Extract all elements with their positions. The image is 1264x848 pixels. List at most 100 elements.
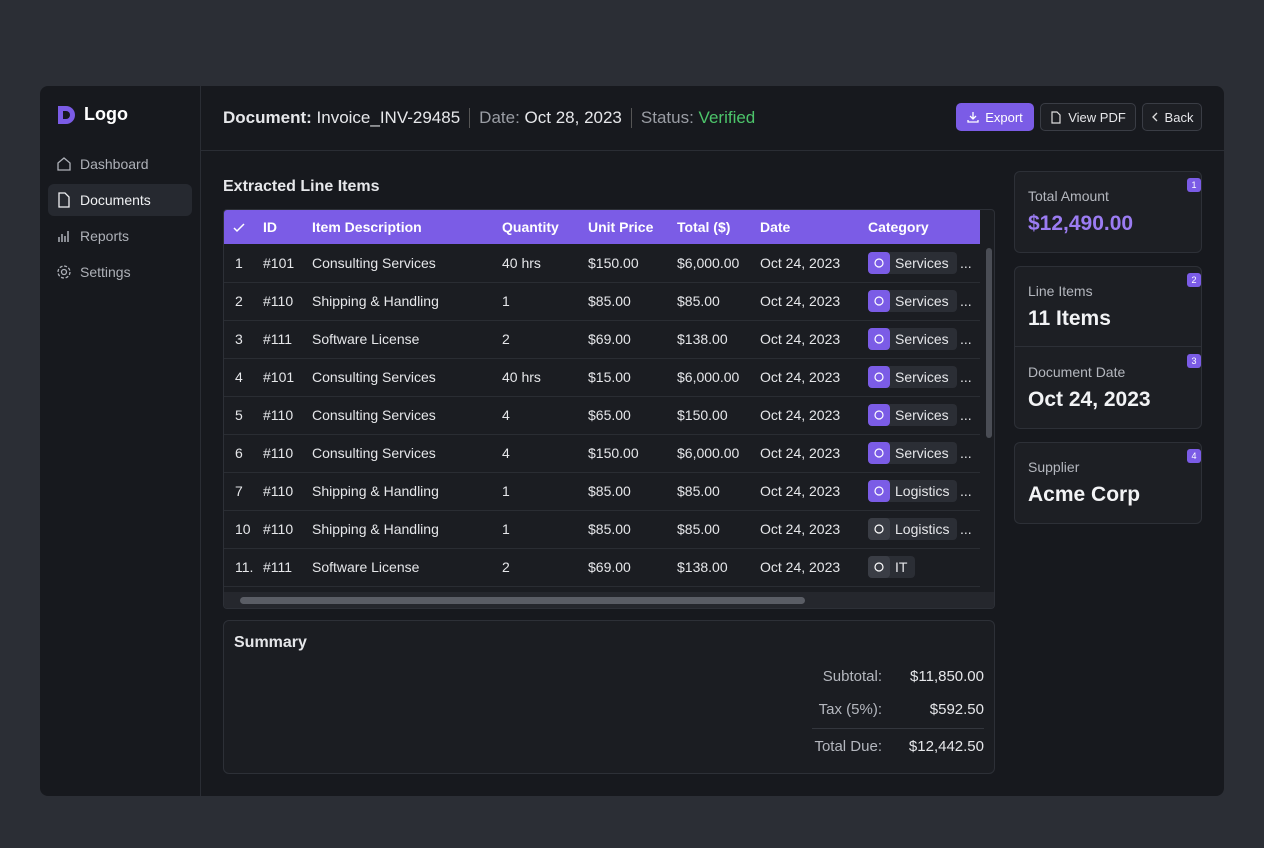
table-row: 4 #101 Consulting Services 40 hrs $15.00 $6,0… — [224, 358, 980, 397]
row-menu[interactable]: ... — [960, 369, 972, 385]
cell: $138.00 — [677, 559, 728, 575]
cell: $69.00 — [588, 331, 631, 347]
nav-label: Settings — [80, 264, 131, 280]
summary-value: $592.50 — [929, 701, 984, 718]
cell: 10 — [235, 521, 251, 537]
category-chip: Services — [868, 442, 957, 464]
column-header: Unit Price — [588, 219, 654, 235]
sidebar: Logo Dashboard Documents Reports Settings — [40, 86, 201, 796]
cell: $6,000.00 — [677, 255, 740, 271]
category-chip: IT — [868, 556, 916, 578]
back-button[interactable]: Back — [1142, 103, 1202, 131]
nav-item[interactable]: Documents — [48, 184, 192, 216]
table-row: 7 #110 Shipping & Handling 1 $85.00 $85.00 Oct… — [224, 472, 980, 511]
column-header: Item Description — [312, 219, 422, 235]
column-header: Quantity — [502, 219, 559, 235]
card — [1014, 171, 1202, 253]
table-row: 11. #111 Software License 2 $69.00 $138.00 Oct… — [224, 548, 980, 587]
nav-icon — [58, 192, 70, 208]
card-value: $12,490.00 — [1028, 212, 1134, 235]
cell: 2 — [502, 559, 510, 575]
category-text: Services — [895, 445, 949, 461]
column-header: Date — [760, 219, 791, 235]
label: Back — [1164, 109, 1194, 125]
cell: #110 — [263, 445, 294, 461]
cell: Consulting Services — [312, 445, 436, 461]
date-label: Date: — [479, 108, 520, 127]
row-menu[interactable]: ... — [960, 331, 972, 347]
summary-panel: Summary Subtotal: $11,850.00 Tax (5%): $592… — [223, 620, 995, 774]
cell: Consulting Services — [312, 369, 436, 385]
logo-text: Logo — [84, 104, 128, 124]
card-badge: 4 — [1187, 449, 1201, 463]
row-menu[interactable]: ... — [960, 521, 972, 537]
category-icon — [868, 366, 890, 388]
category-icon — [868, 442, 890, 464]
cell: 4 — [502, 407, 510, 423]
nav-label: Documents — [80, 192, 151, 208]
cell: #111 — [263, 559, 293, 575]
cell: $85.00 — [677, 483, 720, 499]
category-icon — [868, 480, 890, 502]
cell: 2 — [235, 293, 243, 309]
column-header: ID — [263, 219, 277, 235]
category-text: Logistics — [895, 483, 950, 499]
row-menu[interactable]: ... — [960, 293, 972, 309]
column-header: Category — [868, 219, 929, 235]
cell: 11. — [235, 559, 254, 575]
cell: Oct 24, 2023 — [760, 255, 841, 271]
view-pdf-button[interactable]: View PDF — [1040, 103, 1136, 131]
logo-icon — [58, 106, 75, 124]
category-icon — [868, 252, 890, 274]
cell: Oct 24, 2023 — [760, 407, 841, 423]
date: Oct 28, 2023 — [524, 108, 622, 127]
row-menu[interactable]: ... — [960, 445, 972, 461]
category-chip: Services — [868, 366, 957, 388]
card — [1014, 266, 1202, 429]
table-title: Extracted Line Items — [223, 178, 380, 195]
cell: Consulting Services — [312, 407, 436, 423]
cell: 1 — [235, 255, 243, 271]
cell: Software License — [312, 559, 420, 575]
cell: 7 — [235, 483, 243, 499]
export-button[interactable]: Export — [956, 103, 1034, 131]
card-badge: 3 — [1187, 354, 1201, 368]
row-menu[interactable]: ... — [960, 255, 972, 271]
column-header: Total ($) — [677, 219, 731, 235]
category-text: Services — [895, 255, 949, 271]
category-chip: Services — [868, 328, 957, 350]
cell: 3 — [235, 331, 243, 347]
cell: $138.00 — [677, 331, 728, 347]
cell: $6,000.00 — [677, 445, 740, 461]
table-row: 5 #110 Consulting Services 4 $65.00 $150.00 Oc… — [224, 396, 980, 435]
cell: $85.00 — [677, 293, 720, 309]
app-window: Logo Dashboard Documents Reports Settings D… — [40, 86, 1224, 796]
table-row: 1 #101 Consulting Services 40 hrs $150.00 $6,… — [224, 244, 980, 283]
cell: 1 — [502, 293, 510, 309]
cell: $15.00 — [588, 369, 631, 385]
cell: 6 — [235, 445, 243, 461]
nav-item[interactable]: Dashboard — [48, 148, 192, 180]
cell: Consulting Services — [312, 255, 436, 271]
cell: #101 — [263, 255, 295, 271]
icon — [1151, 112, 1158, 122]
cell: Oct 24, 2023 — [760, 445, 841, 461]
row-menu[interactable]: ... — [960, 407, 972, 423]
status-label: Status: — [640, 108, 694, 127]
cell: $6,000.00 — [677, 369, 740, 385]
cell: $85.00 — [588, 483, 631, 499]
nav-icon — [57, 265, 71, 279]
category-text: Services — [895, 331, 949, 347]
summary-label: Total Due: — [814, 738, 882, 755]
card-divider — [1015, 346, 1201, 347]
nav-item[interactable]: Reports — [48, 220, 192, 252]
cell: $85.00 — [677, 521, 720, 537]
label: Export — [985, 109, 1023, 125]
cell: 1 — [502, 521, 510, 537]
select-all[interactable] — [233, 210, 245, 244]
category-text: Services — [895, 407, 949, 423]
cell: 4 — [235, 369, 243, 385]
cell: 40 hrs — [502, 255, 541, 271]
nav-item[interactable]: Settings — [48, 256, 192, 288]
row-menu[interactable]: ... — [960, 483, 972, 499]
